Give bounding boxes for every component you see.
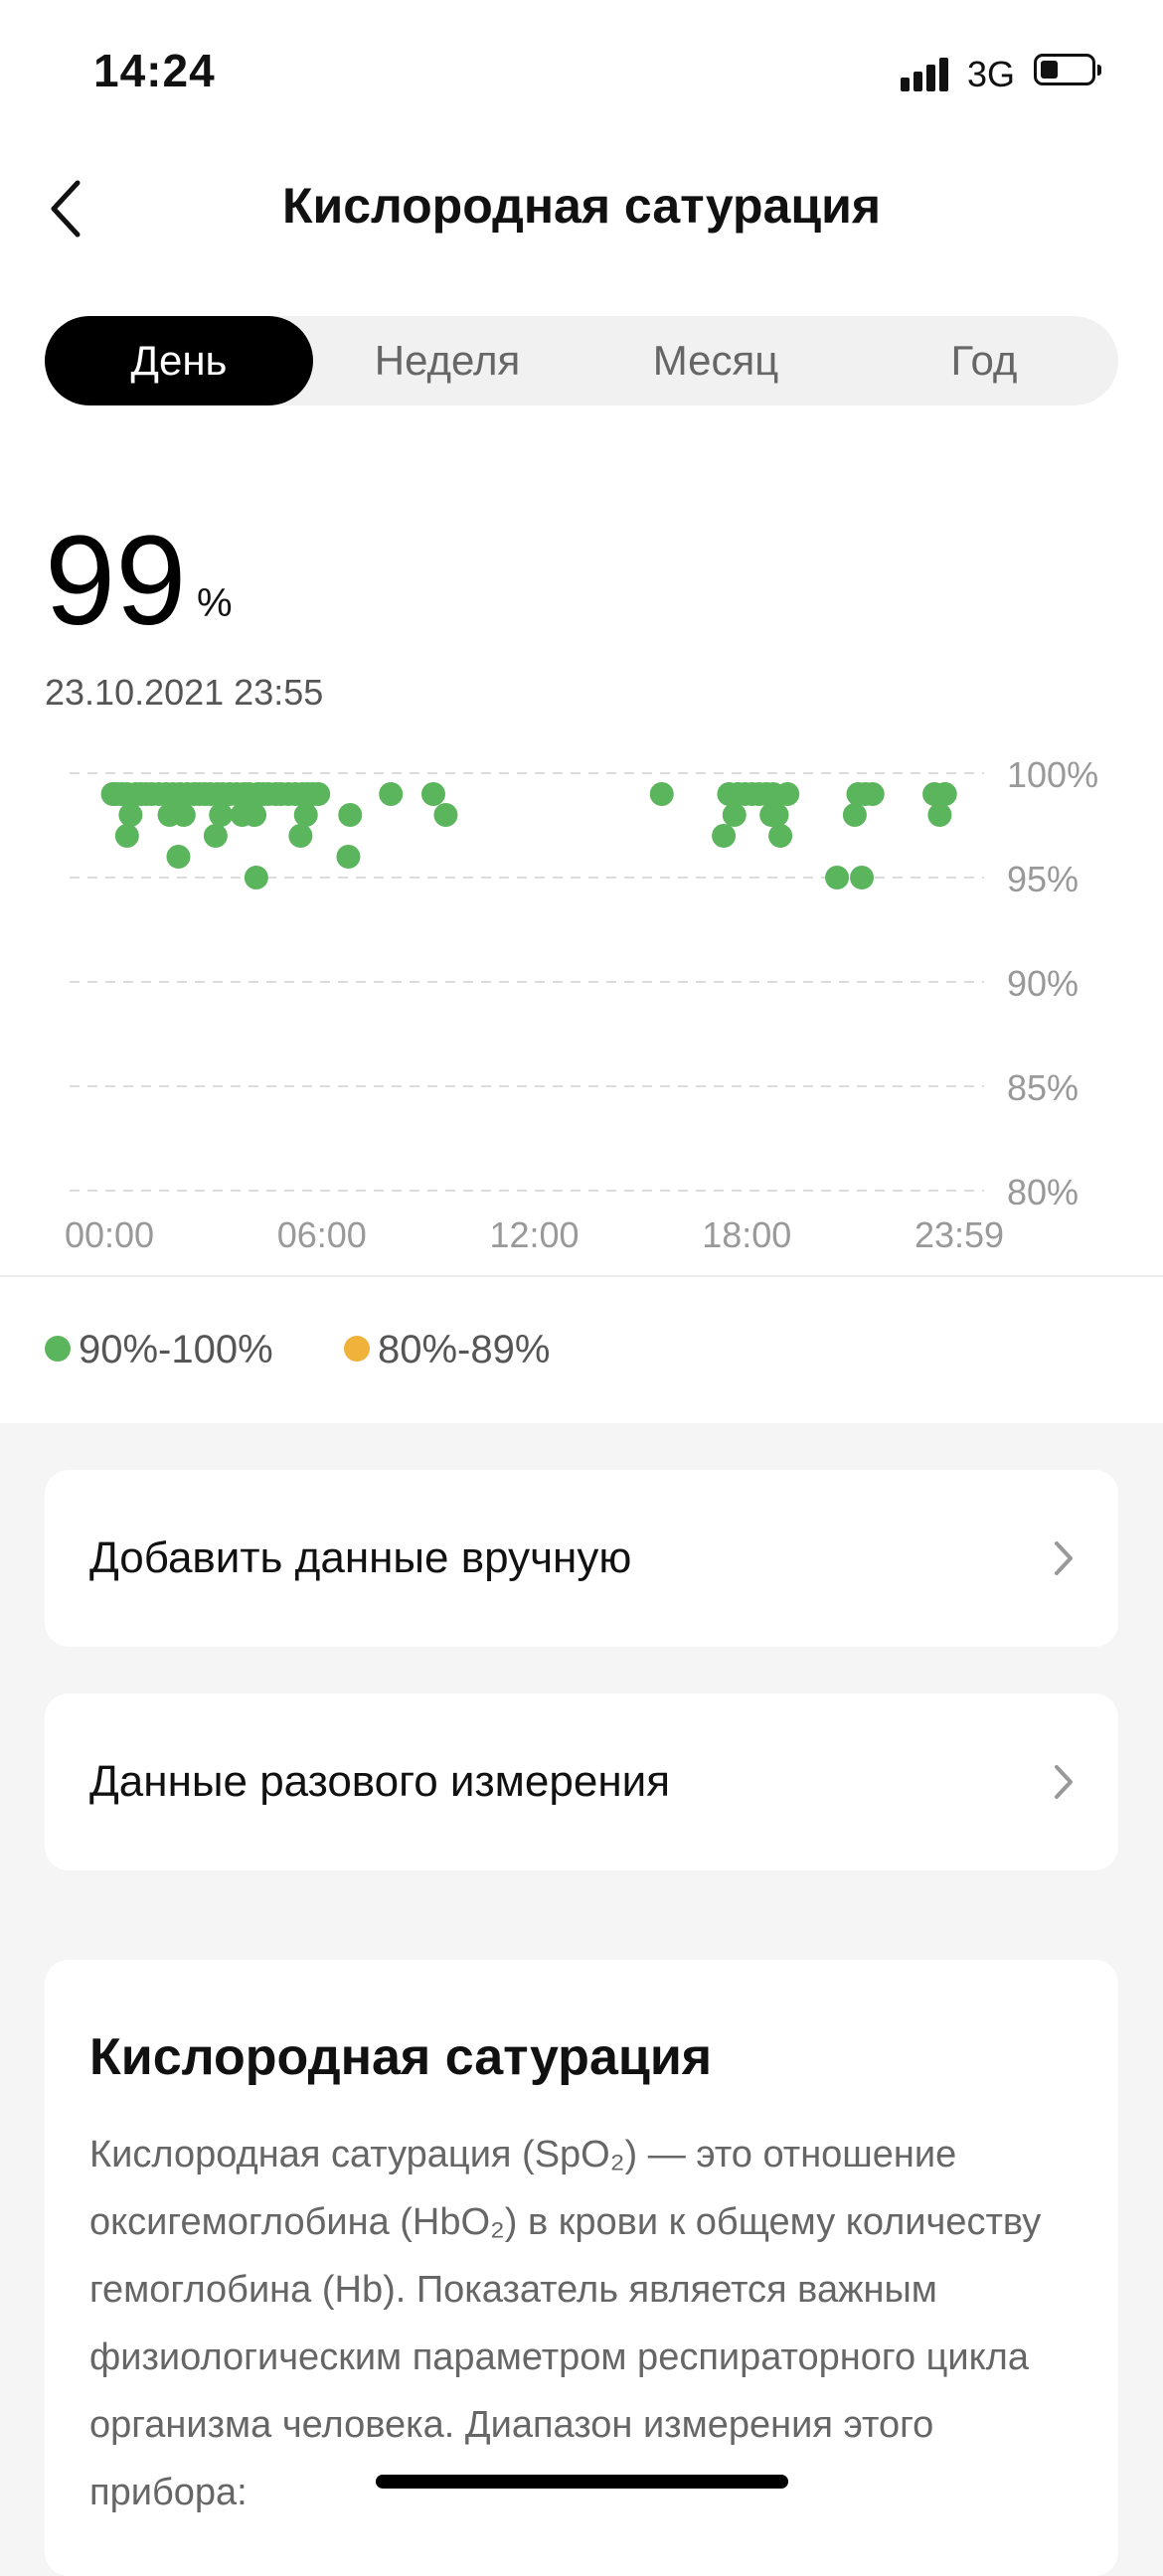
chevron-left-icon xyxy=(51,180,81,238)
status-time: 14:24 xyxy=(93,45,216,96)
main-panel: 14:24 3G Кислородная сатурация День Неде… xyxy=(0,45,1163,1374)
data-point xyxy=(338,803,363,827)
legend-label-normal: 90%-100% xyxy=(79,1328,273,1371)
data-point xyxy=(288,824,313,848)
info-card: Кислородная сатурация Кислородная сатура… xyxy=(45,1960,1118,2576)
data-point xyxy=(842,803,867,827)
data-point xyxy=(860,782,885,806)
x-tick-label: 23:59 xyxy=(914,1214,1004,1252)
data-point xyxy=(171,803,196,827)
data-point xyxy=(243,803,267,827)
add-data-manually-button[interactable]: Добавить данные вручную xyxy=(45,1470,1118,1647)
data-point xyxy=(927,803,952,827)
legend-item-low: 80%-89% xyxy=(344,1325,550,1374)
spo2-scatter-chart[interactable]: 100% 95% 90% 85% 80% 00:00 06:00 12:00 18:00 23:5… xyxy=(0,735,1163,1252)
divider xyxy=(0,1275,1163,1277)
y-tick-label: 80% xyxy=(1007,1172,1079,1212)
chevron-right-icon xyxy=(1055,1541,1073,1575)
data-point xyxy=(166,845,191,869)
signal-icon xyxy=(901,56,952,91)
info-text: Кислородная сатурация (SpO₂) — это отнош… xyxy=(89,2134,1042,2513)
y-tick-label: 90% xyxy=(1007,963,1079,1004)
tab-month[interactable]: Месяц xyxy=(652,337,779,384)
data-point xyxy=(118,803,143,827)
data-point xyxy=(932,782,957,806)
page-title: Кислородная сатурация xyxy=(281,178,882,234)
data-point xyxy=(306,782,331,806)
chevron-right-icon xyxy=(1055,1765,1073,1799)
measurement-datetime: 23.10.2021 23:55 xyxy=(45,672,324,713)
data-point xyxy=(203,824,228,848)
data-point xyxy=(712,824,737,848)
network-type: 3G xyxy=(967,54,1016,94)
data-point xyxy=(209,803,234,827)
period-tabs: День Неделя Месяц Год xyxy=(45,316,1118,405)
current-value-unit: % xyxy=(197,581,233,625)
data-point xyxy=(768,824,793,848)
data-point xyxy=(293,803,318,827)
x-tick-label: 18:00 xyxy=(702,1214,791,1252)
x-tick-label: 00:00 xyxy=(65,1214,154,1252)
single-measurement-data-button[interactable]: Данные разового измерения xyxy=(45,1693,1118,1870)
tab-week[interactable]: Неделя xyxy=(374,337,521,384)
data-point xyxy=(775,782,800,806)
data-point xyxy=(722,803,747,827)
battery-icon xyxy=(1034,54,1101,87)
back-button[interactable] xyxy=(40,169,99,248)
legend-dot-low xyxy=(344,1336,370,1363)
y-tick-label: 95% xyxy=(1007,859,1079,899)
data-point xyxy=(825,866,850,889)
info-title: Кислородная сатурация xyxy=(89,2028,713,2086)
data-point xyxy=(379,782,404,806)
current-value: 99 xyxy=(45,510,187,652)
tab-year[interactable]: Год xyxy=(950,337,1018,384)
legend-dot-normal xyxy=(45,1336,71,1363)
legend-label-low: 80%-89% xyxy=(378,1328,551,1371)
legend-item-normal: 90%-100% xyxy=(45,1325,273,1374)
data-point xyxy=(420,782,445,806)
x-tick-label: 06:00 xyxy=(277,1214,367,1252)
data-point xyxy=(433,803,458,827)
tab-day[interactable]: День xyxy=(45,316,313,405)
data-point xyxy=(850,866,875,889)
y-tick-label: 85% xyxy=(1007,1067,1079,1108)
data-point xyxy=(649,782,674,806)
data-point xyxy=(244,866,268,889)
data-point xyxy=(336,845,361,869)
x-tick-label: 12:00 xyxy=(489,1214,579,1252)
add-data-manually-label: Добавить данные вручную xyxy=(89,1533,632,1582)
data-point xyxy=(764,803,789,827)
y-tick-label: 100% xyxy=(1007,754,1098,795)
data-point xyxy=(114,824,139,848)
single-measurement-label: Данные разового измерения xyxy=(89,1757,671,1806)
home-indicator[interactable] xyxy=(376,2475,788,2489)
